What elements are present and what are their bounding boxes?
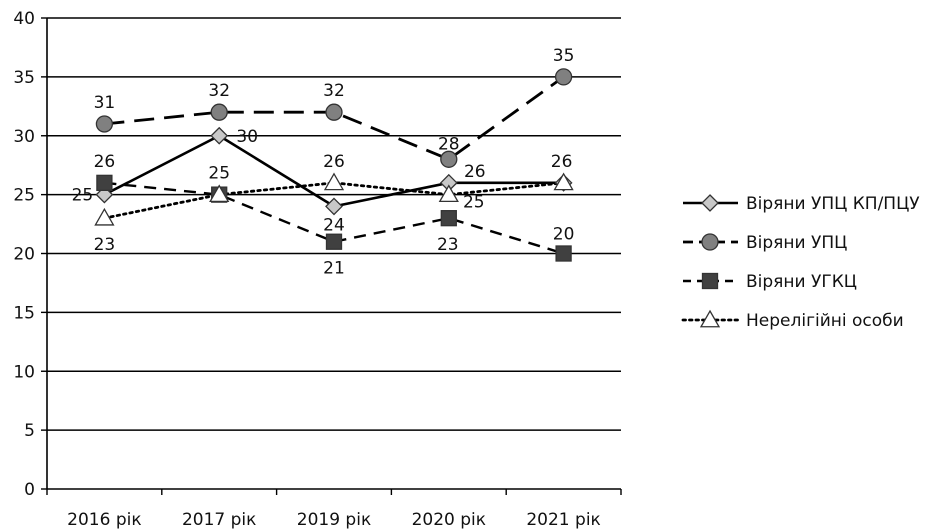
x-tick-label: 2017 рік [182,510,256,530]
y-tick-label: 40 [13,9,35,29]
gridlines [47,17,621,431]
data-label: 31 [94,93,116,113]
data-label: 20 [553,225,575,245]
legend: Віряни УПЦ КП/ПЦУ Віряни УПЦ Віряни УГКЦ Не… [681,194,920,331]
x-tick-label: 2021 рік [526,510,600,530]
data-point-marker [209,184,230,203]
data-label: 26 [94,152,116,172]
data-label: 32 [323,81,345,101]
data-label: 25 [463,193,485,213]
data-label: 23 [94,235,116,255]
y-tick-label: 35 [13,68,35,88]
legend-marker [701,194,719,212]
legend-marker [701,233,719,251]
x-tick-label: 2020 рік [412,510,486,530]
data-point-marker [323,172,345,191]
data-point-marker [325,233,343,250]
y-tick-label: 10 [13,362,35,382]
y-tick-label: 0 [24,480,35,500]
data-label: 23 [437,235,459,255]
data-label: 25 [208,164,230,184]
data-point-marker [94,207,115,226]
data-point-marker [95,115,114,133]
y-tick-label: 20 [13,245,35,265]
series-line [103,181,565,220]
data-point-marker [325,103,343,121]
data-label: 25 [72,186,94,206]
data-label: 30 [236,127,258,147]
data-point-marker [96,174,113,192]
legend-marker [699,309,721,328]
data-point-marker [440,150,458,168]
data-label: 21 [323,259,345,279]
data-point-marker [325,197,343,216]
data-point-marker [438,184,459,203]
data-point-marker [440,210,457,227]
legend-label: Віряни УГКЦ [746,272,857,292]
data-point-marker [210,126,229,145]
data-label: 26 [464,162,486,182]
y-tick-label: 30 [13,127,35,147]
y-tick-label: 25 [13,186,35,206]
data-point-marker [554,68,573,86]
data-label: 35 [553,46,575,66]
data-label: 28 [438,134,460,154]
data-label: 26 [551,152,573,172]
x-tick-label: 2016 рік [67,510,141,530]
legend-label: Віряни УПЦ [746,233,847,253]
data-point-marker [555,245,572,262]
data-label: 32 [208,81,230,101]
axes: 0 5 10 15 20 25 30 35 40 2016 рік 2017 рік 2019 рік… [13,9,622,530]
series-group [94,68,574,262]
series-line [104,75,565,161]
data-label: 26 [323,152,345,172]
data-point-marker [210,103,228,121]
data-point-marker [553,172,574,191]
x-tick-label: 2019 рік [297,510,371,530]
y-tick-label: 5 [24,421,35,441]
legend-label: Віряни УПЦ КП/ПЦУ [746,194,920,214]
data-label: 24 [323,215,345,235]
legend-marker [701,272,719,290]
legend-label: Нерелігійні особи [746,311,904,331]
y-tick-label: 15 [13,303,35,323]
